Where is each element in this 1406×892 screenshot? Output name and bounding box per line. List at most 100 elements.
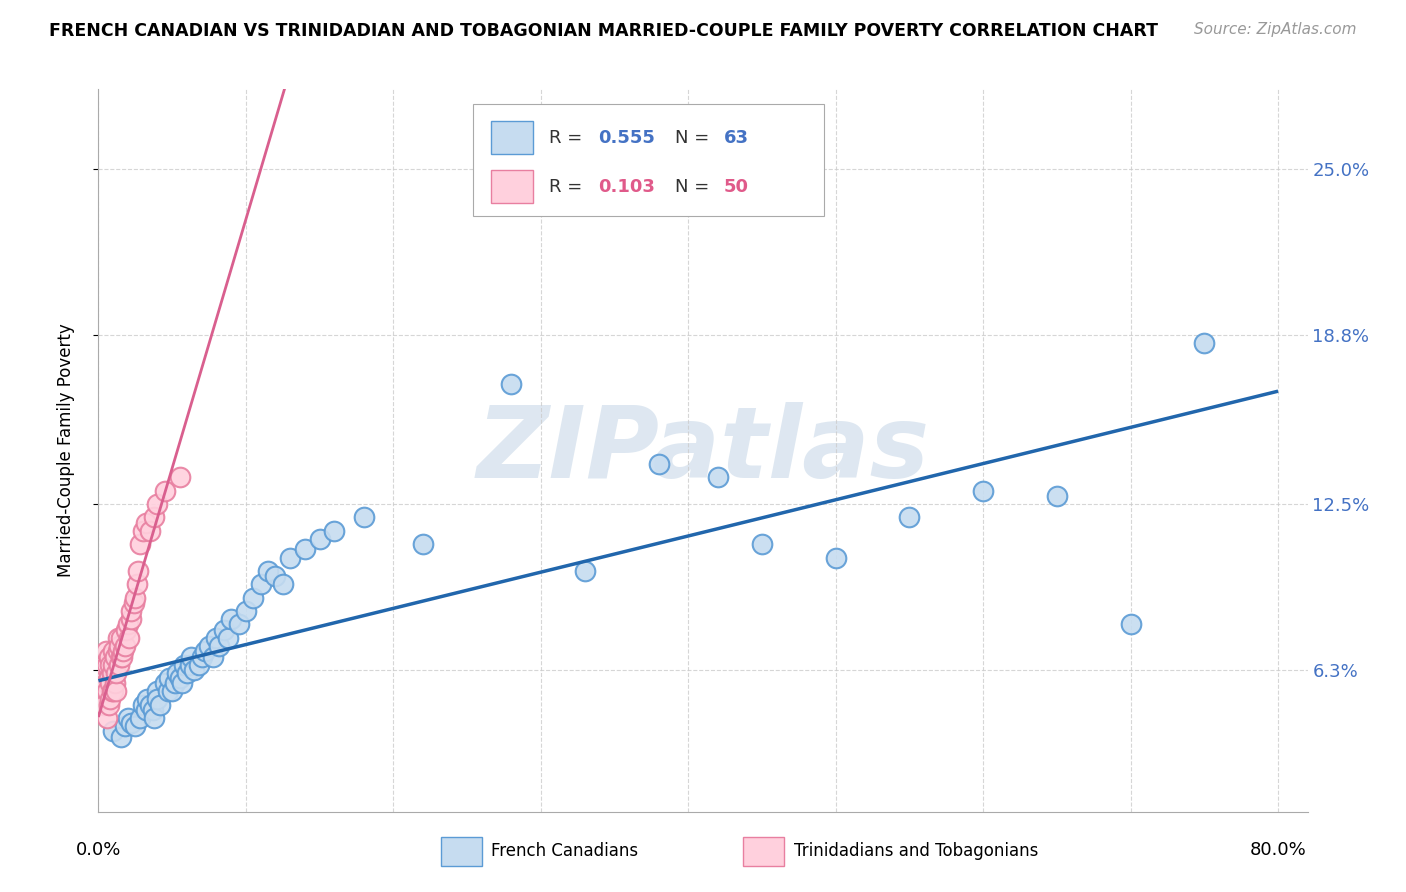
Point (135, 703, 157, 717)
Point (110, 730, 132, 744)
Point (190, 649, 212, 664)
Point (574, 564, 596, 578)
Point (97, 649, 120, 664)
Point (108, 657, 131, 672)
Point (120, 604, 142, 618)
Point (122, 596, 145, 610)
Text: 63: 63 (724, 128, 748, 146)
Point (153, 483, 176, 498)
Point (139, 524, 162, 538)
Point (501, 376, 523, 391)
Point (149, 698, 172, 712)
Point (101, 684, 124, 698)
Point (242, 591, 264, 605)
Text: 80.0%: 80.0% (1250, 840, 1306, 859)
Text: Trinidadians and Tobagonians: Trinidadians and Tobagonians (793, 842, 1038, 861)
Point (166, 665, 188, 680)
Point (194, 644, 217, 658)
Point (120, 716, 142, 731)
Point (264, 569, 287, 583)
Point (96, 657, 118, 672)
Point (257, 564, 280, 578)
Point (219, 612, 242, 626)
Point (412, 537, 434, 551)
Point (101, 644, 124, 658)
Point (110, 649, 132, 664)
Point (108, 639, 131, 653)
Point (153, 676, 176, 690)
Point (136, 692, 159, 706)
Point (94, 676, 117, 690)
Point (898, 510, 921, 524)
Point (104, 649, 127, 664)
Point (131, 524, 153, 538)
Point (198, 639, 221, 653)
Point (146, 497, 169, 511)
Point (143, 510, 166, 524)
Point (96, 711, 118, 725)
Point (90, 671, 112, 685)
Text: 50: 50 (724, 178, 748, 195)
Point (169, 671, 191, 685)
Point (128, 711, 150, 725)
Point (157, 671, 180, 685)
Point (125, 577, 148, 591)
Point (93, 657, 115, 672)
Point (112, 644, 135, 658)
Point (212, 623, 235, 637)
Point (114, 719, 136, 733)
Point (648, 457, 671, 471)
Point (308, 532, 330, 546)
Point (104, 676, 127, 690)
Point (143, 711, 166, 725)
Point (107, 631, 129, 645)
Point (1046, 489, 1069, 503)
Point (187, 657, 209, 672)
Point (100, 665, 122, 680)
Text: FRENCH CANADIAN VS TRINIDADIAN AND TOBAGONIAN MARRIED-COUPLE FAMILY POVERTY CORR: FRENCH CANADIAN VS TRINIDADIAN AND TOBAG… (49, 22, 1159, 40)
Point (131, 698, 153, 712)
Point (98, 676, 121, 690)
Point (120, 612, 142, 626)
Point (105, 665, 128, 680)
Point (183, 663, 205, 677)
Text: N =: N = (675, 128, 716, 146)
Point (98, 692, 121, 706)
Point (972, 483, 994, 498)
Point (91, 684, 114, 698)
Point (1194, 336, 1216, 351)
Point (111, 649, 134, 664)
Point (118, 631, 141, 645)
Point (179, 657, 201, 672)
Point (169, 470, 191, 484)
Point (96, 684, 118, 698)
Point (176, 665, 198, 680)
Text: R =: R = (550, 178, 589, 195)
Text: French Canadians: French Canadians (492, 842, 638, 861)
Text: ZIPatlas: ZIPatlas (477, 402, 929, 499)
Text: R =: R = (550, 128, 589, 146)
Point (323, 524, 346, 538)
Point (124, 719, 146, 733)
FancyBboxPatch shape (492, 121, 533, 154)
Point (172, 676, 194, 690)
Point (105, 684, 128, 698)
Point (228, 617, 250, 632)
Point (128, 537, 150, 551)
Point (94, 644, 117, 658)
Point (97, 671, 120, 685)
Point (208, 639, 231, 653)
Text: 0.0%: 0.0% (76, 840, 121, 859)
Point (180, 649, 202, 664)
Point (114, 639, 136, 653)
Point (271, 577, 294, 591)
Point (824, 550, 846, 565)
Text: 0.103: 0.103 (598, 178, 655, 195)
Y-axis label: Married-Couple Family Poverty: Married-Couple Family Poverty (56, 324, 75, 577)
Point (278, 550, 301, 565)
Point (100, 684, 122, 698)
Point (156, 684, 179, 698)
Text: 0.555: 0.555 (598, 128, 655, 146)
Point (353, 510, 375, 524)
Point (235, 604, 257, 618)
